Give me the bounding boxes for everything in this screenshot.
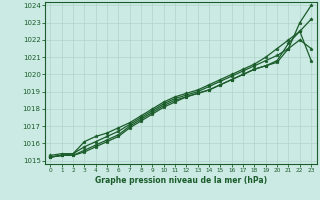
X-axis label: Graphe pression niveau de la mer (hPa): Graphe pression niveau de la mer (hPa) — [95, 176, 267, 185]
